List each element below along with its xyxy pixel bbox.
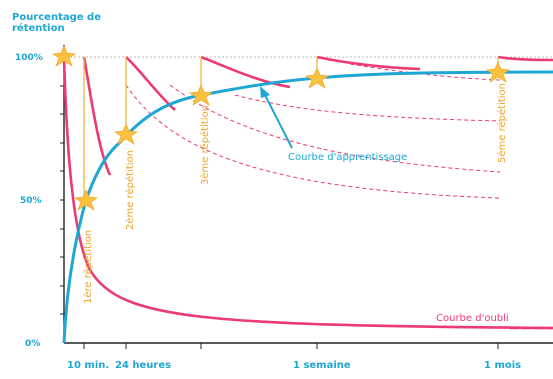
star-4 [305,67,329,89]
label-repetition-3: 3ème répétition [199,105,211,185]
star-2 [114,123,138,145]
label-repetition-5: 5ème répétition [496,83,508,163]
x-tick-1semaine: 1 semaine [293,360,351,371]
x-tick-24h: 24 heures [115,360,171,371]
star-5 [486,61,510,83]
star-start [52,45,76,67]
label-repetition-1: 1ère répétition [82,230,94,304]
learning-curve [62,70,553,344]
forgetting-curve-main [62,57,553,330]
label-repetition-2: 2ème répétition [124,150,136,230]
x-ticks [83,343,499,349]
x-tick-10min: 10 min. [67,360,109,371]
y-axis-title-line1: Pourcentage de [12,12,101,23]
forgetting-curves [62,55,553,330]
y-axis-title: Pourcentage de rétention [12,12,101,34]
star-3 [189,84,213,106]
y-tick-50: 50% [20,196,42,206]
y-axis-title-line2: rétention [12,23,65,34]
label-learning-curve: Courbe d'apprentissage [288,152,407,163]
learning-arrow-line [263,92,293,149]
repetition-stars [52,45,510,211]
x-tick-1mois: 1 mois [484,360,521,371]
label-forgetting-curve: Courbe d'oubli [436,313,509,324]
y-tick-100: 100% [15,53,43,63]
star-1 [74,189,98,211]
learning-arrow-head [260,86,270,98]
y-tick-0: 0% [25,339,40,349]
